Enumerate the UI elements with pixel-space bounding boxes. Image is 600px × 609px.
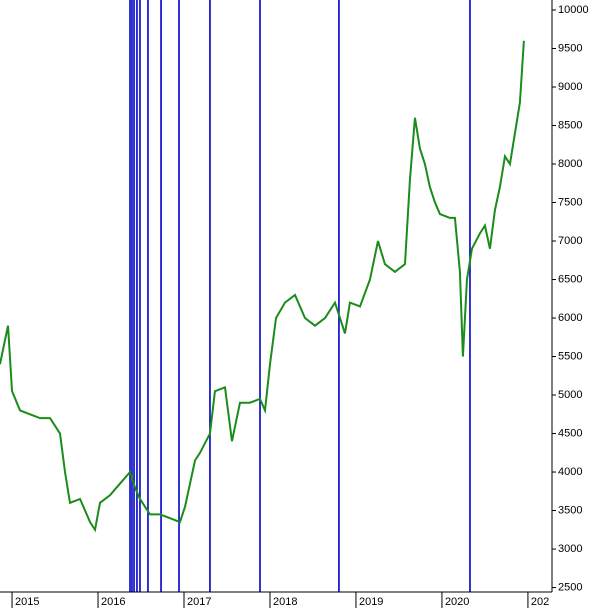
x-tick-label: 2017 bbox=[187, 596, 211, 608]
x-tick-label: 2020 bbox=[445, 596, 469, 608]
y-tick-label: 3500 bbox=[558, 504, 582, 516]
x-tick-label: 202 bbox=[531, 596, 549, 608]
y-tick-label: 10000 bbox=[558, 4, 589, 16]
y-tick-label: 4000 bbox=[558, 466, 582, 478]
y-tick-label: 2500 bbox=[558, 581, 582, 593]
y-tick-label: 3000 bbox=[558, 543, 582, 555]
price-line bbox=[0, 40, 525, 533]
y-tick-label: 5500 bbox=[558, 350, 582, 362]
y-tick-label: 7500 bbox=[558, 196, 582, 208]
y-tick-label: 9500 bbox=[558, 42, 582, 54]
y-tick-label: 9000 bbox=[558, 81, 582, 93]
y-tick-label: 6500 bbox=[558, 273, 582, 285]
x-tick-label: 2015 bbox=[15, 596, 39, 608]
x-tick-label: 2018 bbox=[273, 596, 297, 608]
y-tick-label: 7000 bbox=[558, 235, 582, 247]
y-tick-label: 6000 bbox=[558, 312, 582, 324]
y-tick-label: 4500 bbox=[558, 427, 582, 439]
x-tick-label: 2016 bbox=[101, 596, 125, 608]
y-tick-label: 8500 bbox=[558, 119, 582, 131]
y-tick-label: 8000 bbox=[558, 158, 582, 170]
x-tick-label: 2019 bbox=[359, 596, 383, 608]
y-tick-label: 5000 bbox=[558, 389, 582, 401]
